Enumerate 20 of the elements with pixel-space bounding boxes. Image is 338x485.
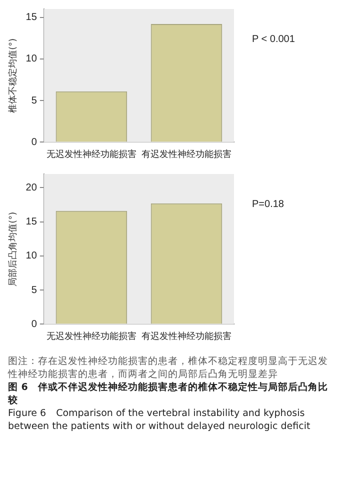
y-axis-title: 局部后凸角均值(°) [8, 212, 19, 286]
y-tick-label: 20 [26, 182, 38, 194]
caption: 图 6 伴或不伴迟发性神经功能损害患者的椎体不稳定性与局部后凸角比较 [8, 381, 329, 407]
text: P=0.18 [252, 198, 284, 210]
y-tick-label: 0 [31, 136, 38, 148]
y-tick-label: 5 [31, 95, 38, 106]
y-tick-label: 15 [26, 216, 38, 228]
caption: Figure 6 Comparison of the vertebral instability and kyphosis between the patients with or without delayed neurologic deficit [8, 407, 312, 433]
text: P < 0.001 [252, 34, 296, 45]
x-tick-label: 无迟发性神经功能损害 [46, 148, 136, 160]
y-tick-label: 10 [26, 250, 38, 262]
y-tick-label: 0 [31, 318, 38, 330]
x-tick-label: 有迟发性神经功能损害 [141, 148, 232, 160]
y-axis-title: 椎体不稳定均值(°) [8, 38, 19, 113]
x-tick-label: 无迟发性神经功能损害 [46, 330, 136, 342]
y-tick-label: 15 [26, 12, 38, 24]
text: 图注：存在迟发性神经功能损害的患者，椎体不稳定程度明显高于无迟发性神经功能损害的患者，而两者之间的局部后凸角无明显差异 [8, 355, 329, 381]
y-tick-label: 5 [31, 284, 38, 296]
y-tick-label: 10 [26, 54, 38, 65]
x-tick-label: 有迟发性神经功能损害 [141, 330, 232, 342]
